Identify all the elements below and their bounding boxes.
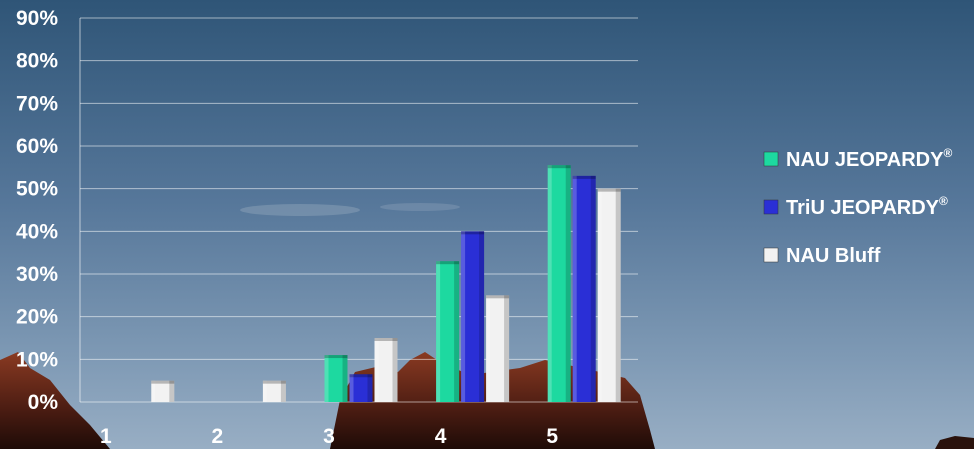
cloud [240,204,360,216]
bar-body [461,231,485,402]
bar [262,380,286,402]
bar-shade [479,231,485,402]
bar-cap [486,295,510,299]
legend-label: NAU Bluff [786,245,881,267]
legend-label: NAU JEOPARDY® [786,146,952,171]
bar-body [151,380,175,402]
legend-swatch [763,247,779,263]
rock-formation-left [0,352,110,449]
bar [374,338,398,402]
bar [436,261,460,402]
x-axis: 1 2 3 4 5 [100,425,558,448]
bars [151,165,621,402]
bar-shade [342,355,348,402]
y-tick-label: 30% [16,263,58,286]
bar-cap [374,338,398,341]
y-tick-label: 60% [16,135,58,158]
y-tick-label: 10% [16,348,58,371]
bar-body [486,295,510,402]
bar-body [349,374,373,402]
bar-body [262,380,286,402]
bar-body [324,355,348,402]
bar-body [547,165,571,402]
bar-highlight [151,380,156,402]
y-tick-label: 90% [16,7,58,30]
bar-cap [547,165,571,169]
bar [349,374,373,402]
bar [324,355,348,402]
y-tick-label: 70% [16,92,58,115]
y-tick-label: 40% [16,220,58,243]
y-tick-label: 80% [16,50,58,73]
bar [461,231,485,402]
y-tick-label: 0% [28,391,59,414]
cloud [380,203,460,211]
bar-highlight [262,380,267,402]
bar-shade [367,374,373,402]
bar-shade [590,175,596,402]
bar-cap [324,355,348,359]
bar-cap [597,188,621,192]
bar-cap [572,175,596,179]
bar-cap [461,231,485,235]
x-tick-label: 5 [546,425,558,448]
legend: NAU JEOPARDY® TriU JEOPARDY® NAU Bluff [763,146,952,267]
x-tick-label: 2 [212,425,224,448]
rock-formation-right [935,436,974,449]
bar-highlight [349,374,354,402]
bar [486,295,510,402]
bar-shade [392,338,398,402]
x-tick-label: 4 [435,425,447,448]
y-tick-label: 50% [16,178,58,201]
bar [572,175,596,402]
bar-body [436,261,460,402]
legend-item: NAU Bluff [763,245,881,267]
bar-body [572,175,596,402]
bar-highlight [547,165,552,402]
bar-shade [280,380,286,402]
legend-swatch [763,151,779,167]
legend-swatch [763,199,779,215]
bar-highlight [436,261,441,402]
y-tick-label: 20% [16,306,58,329]
y-axis: 0% 10% 20% 30% 40% 50% 60% 70% 80% 90% [16,7,58,414]
bar-cap [151,380,175,384]
legend-item: TriU JEOPARDY® [763,194,948,219]
legend-item: NAU JEOPARDY® [763,146,952,171]
bar-shade [565,165,571,402]
bar-cap [436,261,460,265]
bar-highlight [572,175,577,402]
bar-highlight [461,231,466,402]
bar-shade [454,261,460,402]
bar-highlight [324,355,329,402]
bar [151,380,175,402]
bar-body [597,188,621,402]
bar-highlight [597,188,602,402]
bar [597,188,621,402]
bar [547,165,571,402]
x-tick-label: 1 [100,425,112,448]
bar-highlight [486,295,491,402]
bar-body [374,338,398,402]
gridlines [79,17,638,403]
legend-label: TriU JEOPARDY® [786,194,948,219]
bar-shade [169,380,175,402]
bar-shade [504,295,510,402]
bar-cap [349,374,373,378]
bar-highlight [374,338,379,402]
bar-shade [615,188,621,402]
x-tick-label: 3 [323,425,335,448]
bar-cap [262,380,286,384]
